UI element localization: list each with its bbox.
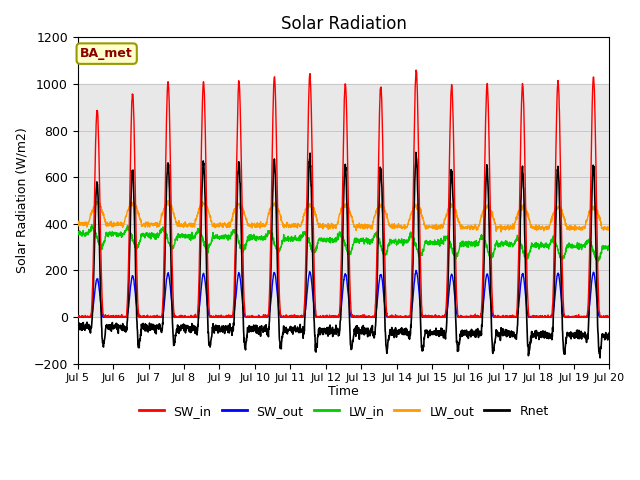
Line: Rnet: Rnet bbox=[77, 153, 609, 358]
Rnet bbox=[74, 323, 81, 328]
SW_out bbox=[358, 314, 366, 320]
LW_in bbox=[593, 260, 601, 266]
Rnet bbox=[498, 331, 506, 337]
Legend: SW_in, SW_out, LW_in, LW_out, Rnet: SW_in, SW_out, LW_in, LW_out, Rnet bbox=[134, 400, 554, 423]
LW_in bbox=[559, 256, 566, 262]
Text: BA_met: BA_met bbox=[80, 47, 133, 60]
LW_out bbox=[497, 229, 505, 235]
SW_in bbox=[559, 281, 566, 287]
LW_out bbox=[359, 222, 367, 228]
LW_in bbox=[74, 230, 81, 236]
Title: Solar Radiation: Solar Radiation bbox=[280, 15, 406, 33]
LW_out bbox=[559, 213, 566, 219]
LW_in bbox=[359, 239, 367, 244]
Rnet bbox=[573, 335, 581, 340]
Y-axis label: Solar Radiation (W/m2): Solar Radiation (W/m2) bbox=[15, 128, 28, 274]
SW_out bbox=[559, 305, 566, 311]
SW_out bbox=[573, 314, 581, 320]
SW_in bbox=[605, 314, 613, 320]
LW_out bbox=[573, 225, 581, 231]
SW_out bbox=[370, 314, 378, 320]
Rnet bbox=[412, 150, 420, 156]
LW_out bbox=[371, 214, 378, 219]
LW_in bbox=[573, 244, 581, 250]
Rnet bbox=[559, 326, 566, 332]
LW_in bbox=[222, 232, 230, 238]
LW_out bbox=[164, 198, 172, 204]
SW_in bbox=[573, 313, 581, 319]
LW_in bbox=[88, 222, 95, 228]
SW_in bbox=[74, 314, 81, 320]
SW_in bbox=[499, 314, 506, 320]
SW_out bbox=[605, 314, 613, 320]
Bar bbox=[77, 84, 609, 317]
Line: LW_in: LW_in bbox=[77, 225, 609, 263]
LW_out bbox=[605, 227, 613, 232]
Rnet bbox=[370, 335, 378, 340]
LW_out bbox=[222, 223, 230, 229]
Rnet bbox=[605, 330, 613, 336]
LW_in bbox=[605, 244, 613, 250]
Rnet bbox=[358, 326, 366, 332]
SW_in bbox=[222, 313, 230, 319]
SW_in bbox=[359, 313, 367, 319]
SW_in bbox=[74, 314, 82, 320]
LW_in bbox=[371, 234, 378, 240]
LW_out bbox=[499, 225, 506, 231]
LW_out bbox=[74, 220, 81, 226]
SW_out bbox=[498, 314, 506, 320]
SW_in bbox=[371, 313, 378, 319]
Rnet bbox=[596, 355, 604, 361]
SW_out bbox=[74, 314, 81, 320]
X-axis label: Time: Time bbox=[328, 385, 359, 398]
SW_out bbox=[222, 313, 230, 319]
LW_in bbox=[498, 242, 506, 248]
SW_in bbox=[412, 67, 420, 73]
SW_out bbox=[412, 267, 420, 273]
Line: SW_out: SW_out bbox=[77, 270, 609, 317]
Line: LW_out: LW_out bbox=[77, 201, 609, 232]
Line: SW_in: SW_in bbox=[77, 70, 609, 317]
Rnet bbox=[222, 324, 230, 330]
